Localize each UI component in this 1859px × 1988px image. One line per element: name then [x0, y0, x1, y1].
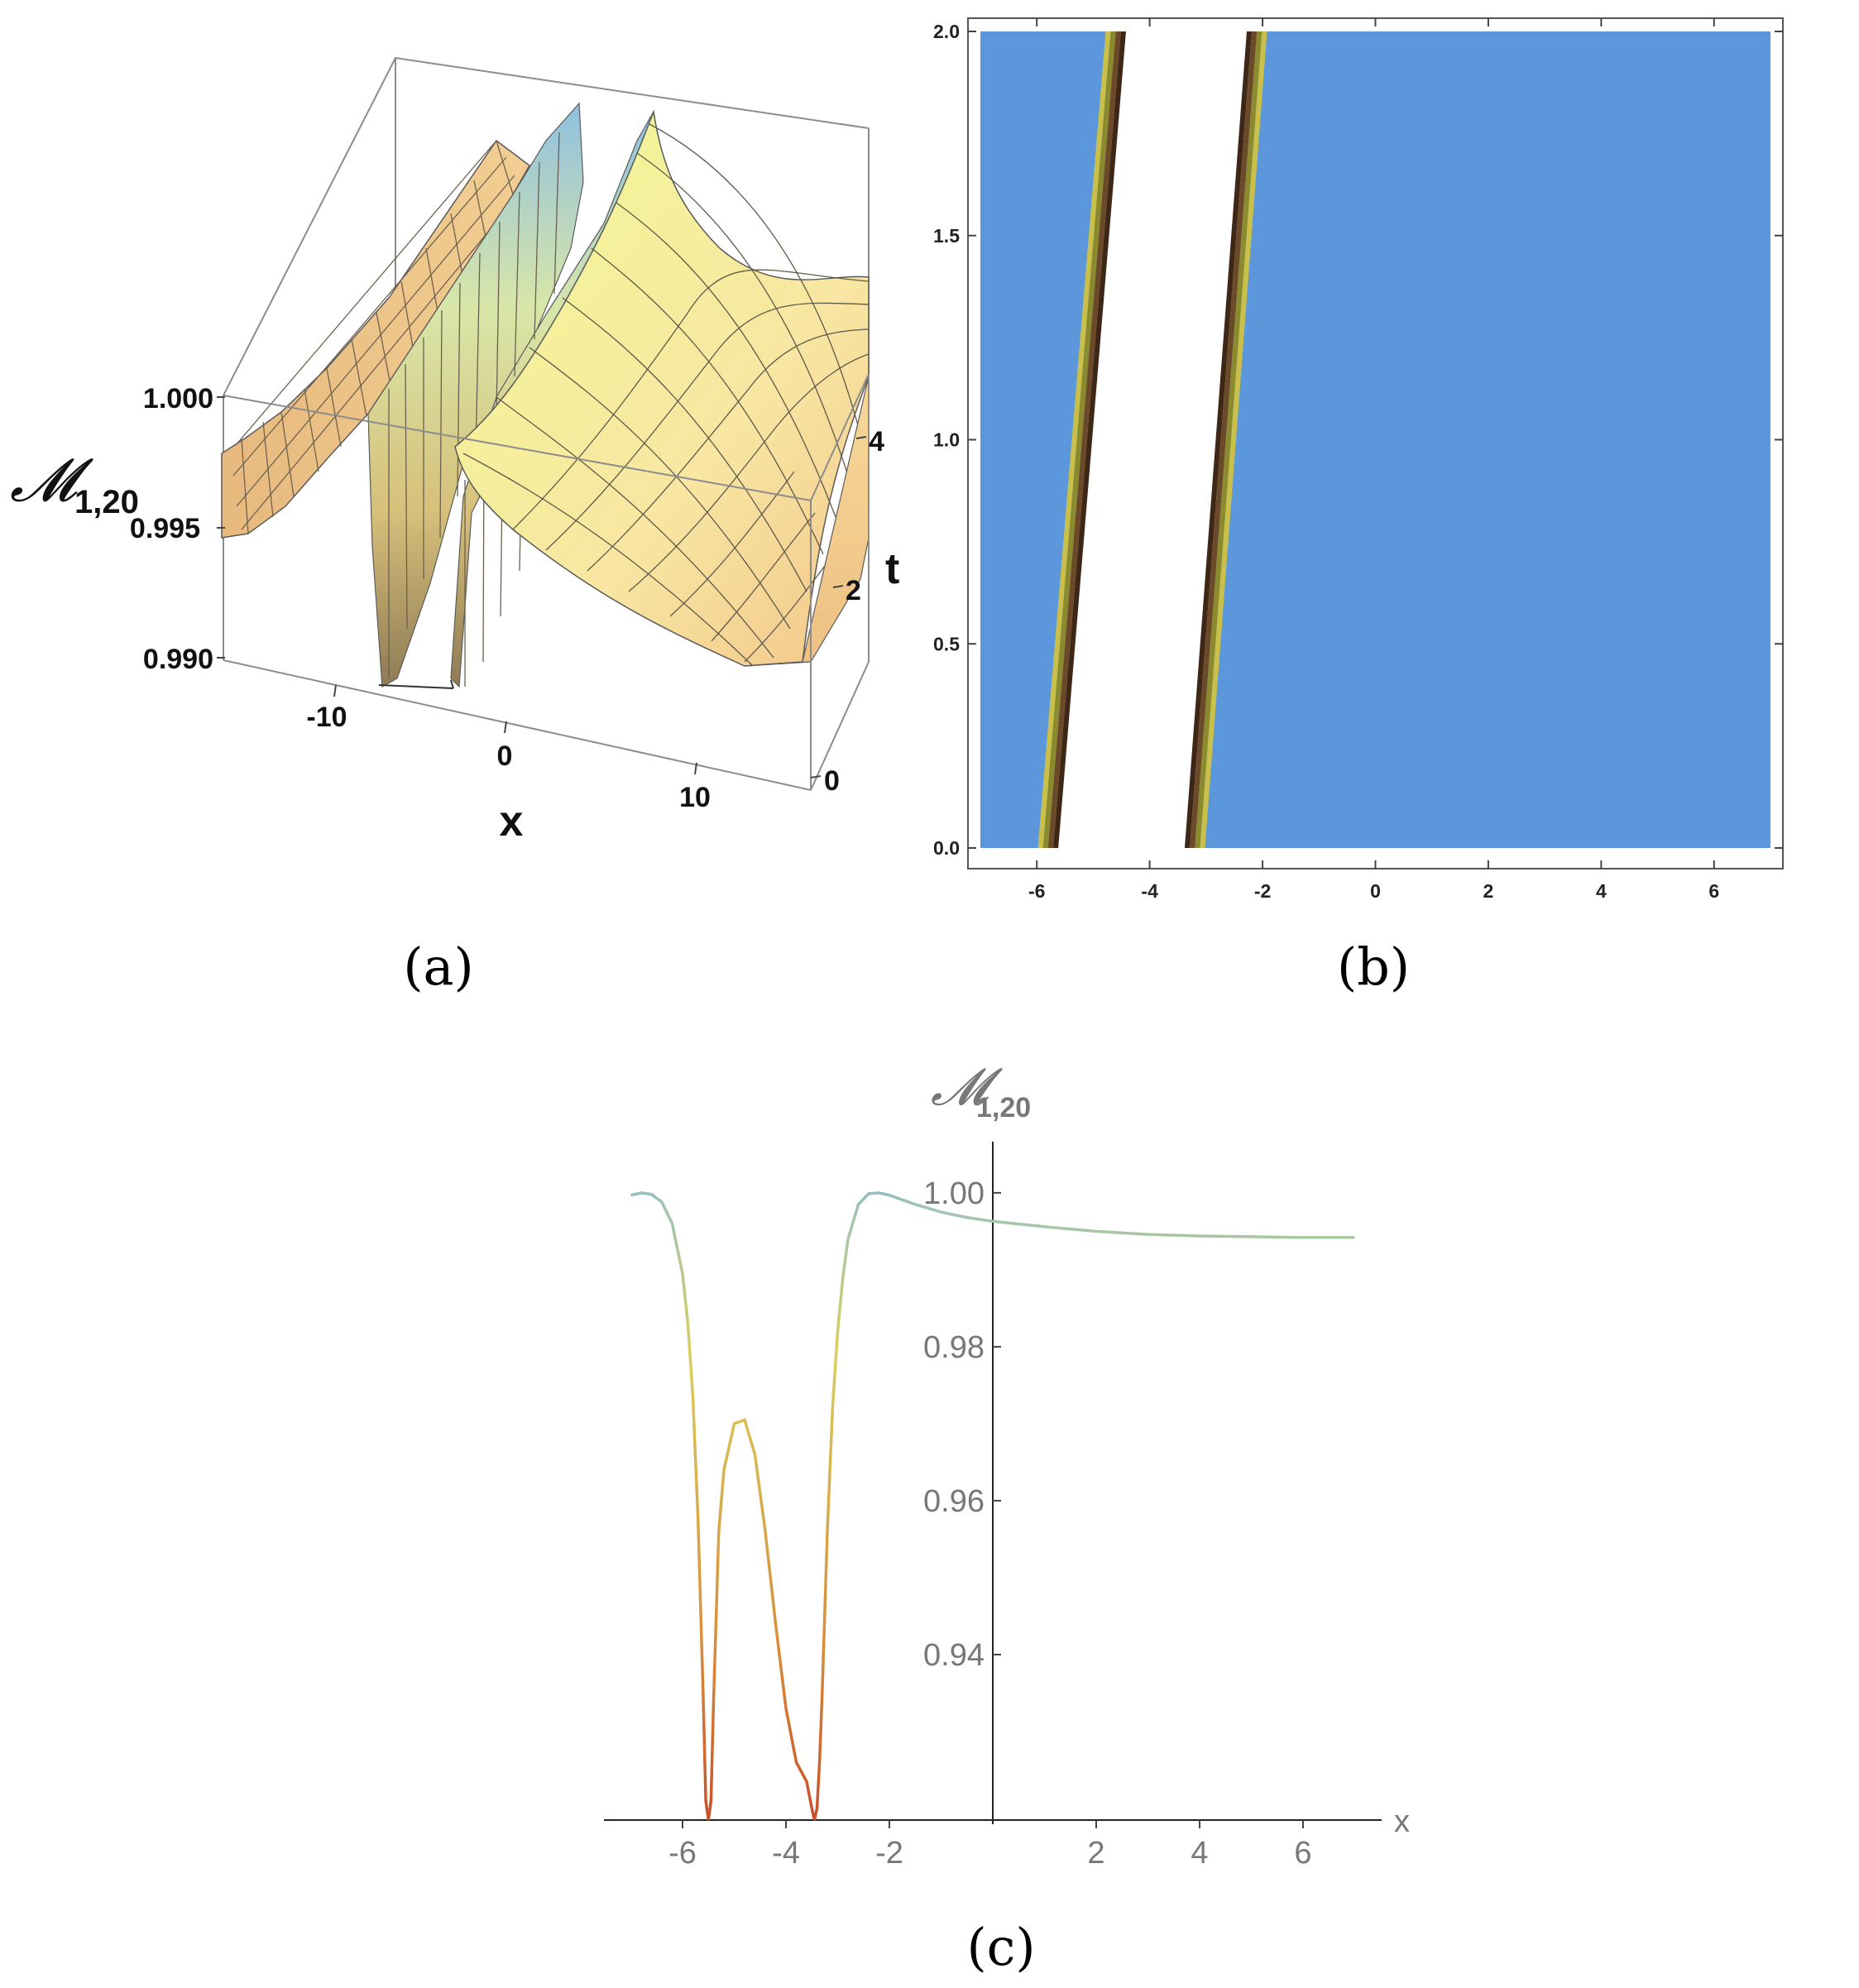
contour-band-right-stripe: [1195, 31, 1262, 848]
contour-band-left-stripe: [1052, 31, 1126, 848]
y-tick-label: 0.0: [933, 837, 960, 859]
x-tick-label: 2: [1087, 1836, 1104, 1871]
x-axis-label: x: [1394, 1804, 1410, 1839]
y-tick-label: 2.0: [933, 21, 960, 42]
x-tick-label: -10: [306, 702, 347, 733]
bounding-box-front: [223, 373, 870, 791]
x-axis-tick-labels: -10 0 10: [306, 702, 710, 813]
x-tick-label: 6: [1708, 880, 1719, 902]
x-tick-label: 2: [1483, 880, 1494, 902]
x-tick-label: -2: [875, 1836, 903, 1871]
t-tick-label: 0: [824, 765, 840, 797]
panel-a-surface-plot: 1.000 0.995 0.990 -10 0 10 x 0 2 4 t: [0, 0, 910, 869]
y-tick-label: 0.98: [923, 1330, 985, 1365]
surface-left-strip: [221, 139, 530, 539]
z-tick-label: 0.995: [130, 513, 200, 544]
x-tick-label: -2: [1254, 880, 1271, 902]
contour-band-left-stripe: [1047, 31, 1121, 848]
x-tick-label: -4: [772, 1836, 800, 1871]
x-tick-label: 0: [497, 740, 513, 772]
y-tick-label: 0.5: [933, 633, 960, 654]
surface-plot-canvas: 1.000 0.995 0.990 -10 0 10 x 0 2 4 t: [10, 56, 899, 845]
y-tick-label: 1.0: [933, 429, 960, 451]
line-plot-canvas: -6 -4 -2 2 4 6 0.94 0.96 0.98 1.00 x 𝓜 1,20: [604, 1056, 1410, 1871]
surface-right-region: [454, 109, 870, 667]
t-axis-tick-labels: 0 2 4: [824, 426, 884, 797]
t-tick-label: 2: [846, 575, 861, 606]
x-tick-label: -6: [668, 1836, 697, 1871]
y-tick-label: 1.5: [933, 225, 960, 247]
y-axis-ticks: 0.94 0.96 0.98 1.00: [923, 1176, 1001, 1673]
x-axis-label: x: [500, 798, 524, 845]
x-tick-label: -6: [1028, 880, 1045, 902]
contour-bands: [1037, 31, 1267, 848]
contour-plot-canvas: -6 -4 -2 0 2 4 6 0.0 0.5 1.0 1.5 2.0: [933, 17, 1784, 902]
x-tick-label: 6: [1294, 1836, 1311, 1871]
x-tick-label: 4: [1596, 880, 1607, 902]
contour-band-right-stripe: [1184, 31, 1253, 848]
contour-band-right-stripe: [1200, 31, 1267, 848]
panel-b-contour-plot: -6 -4 -2 0 2 4 6 0.0 0.5 1.0 1.5 2.0: [910, 0, 1859, 910]
contour-band-left-stripe: [1042, 31, 1116, 848]
x-tick-label: 0: [1370, 880, 1381, 902]
panel-c-line-plot: -6 -4 -2 2 4 6 0.94 0.96 0.98 1.00 x 𝓜 1,20: [563, 1034, 1431, 1944]
y-axis-ticks: 0.0 0.5 1.0 1.5 2.0: [933, 21, 1783, 859]
z-axis-label-sub: 1,20: [74, 484, 139, 520]
sublabel-b: (b): [1337, 937, 1410, 997]
y-tick-label: 0.94: [923, 1638, 985, 1673]
z-axis-label: 𝓜 1,20: [10, 445, 139, 520]
z-axis-ticks: [217, 396, 225, 659]
contour-band-right-stripe: [1190, 31, 1258, 848]
t-axis-ticks: [810, 436, 867, 778]
z-axis-tick-labels: 1.000 0.995 0.990: [130, 383, 213, 675]
plot-axes: [604, 1142, 1382, 1824]
t-axis-label: t: [885, 545, 899, 593]
x-axis-ticks: -6 -4 -2 0 2 4 6: [1028, 18, 1719, 902]
y-axis-label: 𝓜 1,20: [931, 1056, 1031, 1123]
x-axis-ticks: -6 -4 -2 2 4 6: [668, 1820, 1312, 1871]
y-tick-label: 0.96: [923, 1484, 985, 1519]
x-tick-label: -4: [1141, 880, 1158, 902]
z-tick-label: 0.990: [143, 644, 213, 675]
x-tick-label: 4: [1191, 1836, 1208, 1871]
series-line: [630, 1191, 1355, 1821]
z-tick-label: 1.000: [143, 383, 213, 414]
contour-band-left-stripe: [1037, 31, 1111, 848]
y-axis-label-sub: 1,20: [976, 1092, 1031, 1123]
t-tick-label: 4: [869, 426, 884, 457]
y-tick-label: 1.00: [923, 1176, 985, 1211]
sublabel-a: (a): [403, 937, 473, 997]
x-tick-label: 10: [679, 782, 711, 813]
x-axis-ticks: [333, 684, 697, 775]
